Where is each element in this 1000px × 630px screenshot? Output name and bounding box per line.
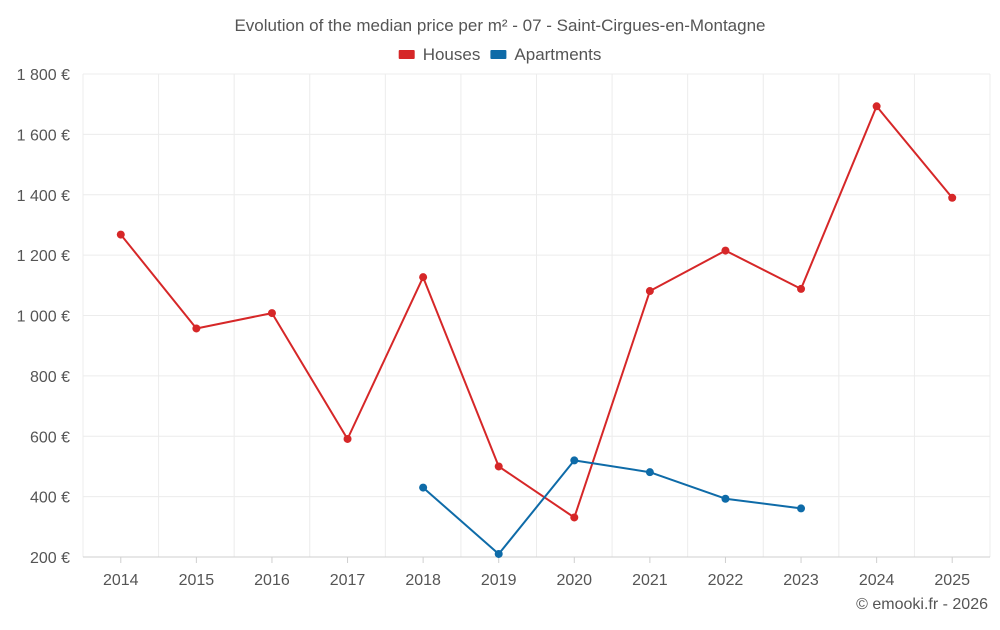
data-point-apartments[interactable]	[494, 549, 503, 558]
data-point-houses[interactable]	[419, 273, 428, 282]
y-tick-label: 1 600 €	[17, 127, 70, 144]
data-point-apartments[interactable]	[645, 468, 654, 477]
x-tick-label: 2023	[783, 572, 819, 589]
data-point-houses[interactable]	[872, 102, 881, 111]
x-tick-label: 2025	[934, 572, 970, 589]
data-point-houses[interactable]	[192, 324, 201, 333]
data-point-houses[interactable]	[570, 513, 579, 522]
y-tick-label: 600 €	[30, 429, 70, 446]
legend: Houses Apartments	[398, 45, 601, 64]
y-tick-label: 1 800 €	[17, 67, 70, 84]
x-tick-label: 2014	[103, 572, 139, 589]
legend-label: Houses	[423, 45, 481, 64]
y-tick-label: 200 €	[30, 550, 70, 567]
x-tick-label: 2016	[254, 572, 290, 589]
data-point-houses[interactable]	[645, 287, 654, 296]
data-point-apartments[interactable]	[570, 456, 579, 465]
data-point-apartments[interactable]	[721, 494, 730, 503]
data-point-houses[interactable]	[494, 462, 503, 471]
y-axis: 200 € 400 € 600 € 800 € 1 000 € 1 200 € 1 400 …	[17, 67, 70, 567]
data-point-houses[interactable]	[267, 309, 276, 318]
y-tick-label: 800 €	[30, 369, 70, 386]
data-point-houses[interactable]	[948, 193, 957, 202]
series-apartments	[419, 456, 806, 558]
x-tick-label: 2017	[330, 572, 366, 589]
data-point-houses[interactable]	[343, 434, 352, 443]
chart-title: Evolution of the median price per m² - 0…	[234, 16, 765, 35]
x-tick-label: 2021	[632, 572, 668, 589]
series-line-apartments	[422, 459, 802, 555]
series-houses	[116, 102, 957, 522]
x-tick-label: 2019	[481, 572, 517, 589]
legend-item-houses[interactable]: Houses	[398, 45, 481, 64]
legend-item-apartments[interactable]: Apartments	[490, 45, 601, 64]
x-tick-label: 2015	[179, 572, 215, 589]
x-tick-label: 2020	[556, 572, 592, 589]
x-tick-label: 2018	[405, 572, 441, 589]
x-axis: 2014 2015 2016 2017 2018 2019 2020 2021 2022 2023…	[83, 556, 990, 589]
y-tick-label: 1 200 €	[17, 248, 70, 265]
credit-text: © emooki.fr - 2026	[856, 596, 988, 613]
legend-swatch	[490, 50, 507, 59]
y-tick-label: 400 €	[30, 490, 70, 507]
series-layer	[116, 102, 957, 558]
legend-swatch	[398, 50, 415, 59]
grid	[82, 73, 991, 557]
x-tick-label: 2022	[708, 572, 744, 589]
y-tick-label: 1 000 €	[17, 309, 70, 326]
data-point-apartments[interactable]	[419, 483, 428, 492]
data-point-houses[interactable]	[797, 284, 806, 293]
series-line-houses	[120, 105, 953, 519]
data-point-houses[interactable]	[116, 230, 125, 239]
y-tick-label: 1 400 €	[17, 188, 70, 205]
data-point-apartments[interactable]	[797, 504, 806, 513]
x-tick-label: 2024	[859, 572, 895, 589]
legend-label: Apartments	[514, 45, 601, 64]
data-point-houses[interactable]	[721, 246, 730, 255]
